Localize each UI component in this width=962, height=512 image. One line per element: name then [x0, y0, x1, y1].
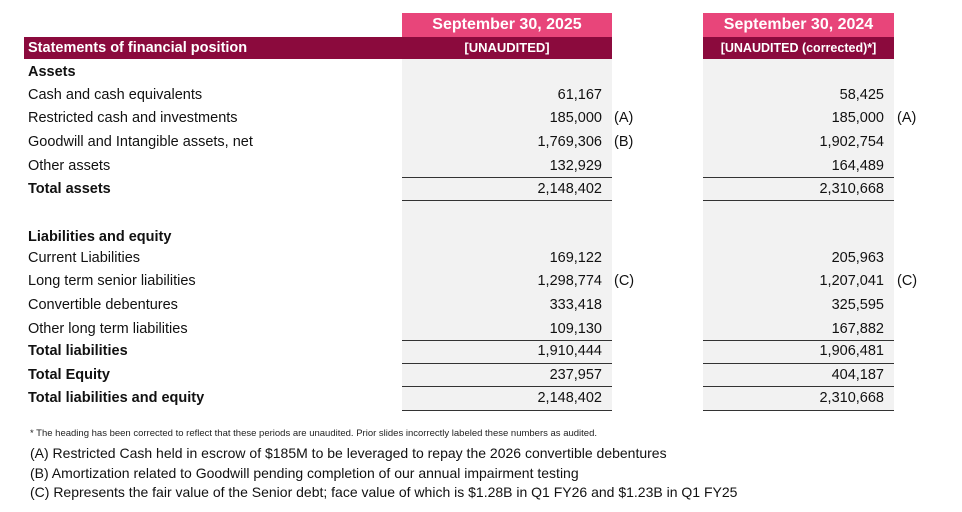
grand-total-bottom-rule	[402, 410, 612, 411]
value-2024: 167,882	[831, 321, 884, 337]
total-equity-top-rule-2024	[703, 363, 894, 364]
column-header-2024-date: September 30, 2024	[703, 13, 894, 37]
column-header-2025-status: [UNAUDITED]	[402, 37, 612, 59]
value-2024: 185,000	[831, 110, 884, 126]
total-equity-top-rule	[402, 363, 612, 364]
note-marker-2024: (C)	[897, 273, 918, 289]
total-assets-bottom-rule-2024	[703, 200, 894, 201]
row-label: Current Liabilities	[28, 250, 141, 266]
note-marker-2025: (B)	[614, 134, 634, 150]
column-2024-background	[703, 59, 894, 411]
row-label: Total assets	[28, 181, 111, 197]
footnote-a: (A) Restricted Cash held in escrow of $1…	[30, 445, 667, 461]
value-2025: 333,418	[549, 297, 602, 313]
total-liabilities-top-rule	[402, 340, 612, 341]
total-liabilities-top-rule-2024	[703, 340, 894, 341]
note-marker-2025: (C)	[614, 273, 635, 289]
value-2025: 1,298,774	[537, 273, 602, 289]
total-assets-top-rule	[402, 177, 612, 178]
value-2025: 109,130	[549, 321, 602, 337]
footnote-b: (B) Amortization related to Goodwill pen…	[30, 465, 579, 481]
grand-total-bottom-rule-2024	[703, 410, 894, 411]
row-label: Total Equity	[28, 367, 110, 383]
note-marker-2024: (A)	[897, 110, 917, 126]
value-2024: 58,425	[839, 87, 884, 103]
total-equity-bottom-rule	[402, 386, 612, 387]
column-2025-background	[402, 59, 612, 411]
value-2024: 164,489	[831, 158, 884, 174]
row-label: Restricted cash and investments	[28, 110, 238, 126]
value-2025: 2,148,402	[537, 181, 602, 197]
column-header-2025-date: September 30, 2025	[402, 13, 612, 37]
row-label: Cash and cash equivalents	[28, 87, 203, 103]
value-2025: 1,910,444	[537, 343, 602, 359]
row-label: Goodwill and Intangible assets, net	[28, 134, 253, 150]
value-2024: 404,187	[831, 367, 884, 383]
total-equity-bottom-rule-2024	[703, 386, 894, 387]
row-label: Other long term liabilities	[28, 321, 188, 337]
total-assets-bottom-rule	[402, 200, 612, 201]
value-2024: 1,906,481	[819, 343, 884, 359]
value-2025: 1,769,306	[537, 134, 602, 150]
value-2025: 237,957	[549, 367, 602, 383]
row-label: Other assets	[28, 158, 111, 174]
value-2024: 2,310,668	[819, 181, 884, 197]
value-2024: 1,207,041	[819, 273, 884, 289]
section-liabilities-heading: Liabilities and equity	[28, 229, 172, 245]
value-2025: 61,167	[557, 87, 602, 103]
value-2024: 1,902,754	[819, 134, 884, 150]
value-2025: 132,929	[549, 158, 602, 174]
value-2025: 169,122	[549, 250, 602, 266]
value-2024: 325,595	[831, 297, 884, 313]
row-label: Total liabilities	[28, 343, 128, 359]
total-assets-top-rule-2024	[703, 177, 894, 178]
statement-title: Statements of financial position	[24, 37, 402, 59]
value-2024: 2,310,668	[819, 390, 884, 406]
row-label: Convertible debentures	[28, 297, 178, 313]
value-2024: 205,963	[831, 250, 884, 266]
section-assets-heading: Assets	[28, 64, 76, 80]
value-2025: 185,000	[549, 110, 602, 126]
column-header-2024-status: [UNAUDITED (corrected)*]	[703, 37, 894, 59]
value-2025: 2,148,402	[537, 390, 602, 406]
note-marker-2025: (A)	[614, 110, 634, 126]
row-label: Total liabilities and equity	[28, 390, 205, 406]
footnote-star: * The heading has been corrected to refl…	[30, 428, 597, 439]
row-label: Long term senior liabilities	[28, 273, 196, 289]
footnote-c: (C) Represents the fair value of the Sen…	[30, 484, 738, 500]
